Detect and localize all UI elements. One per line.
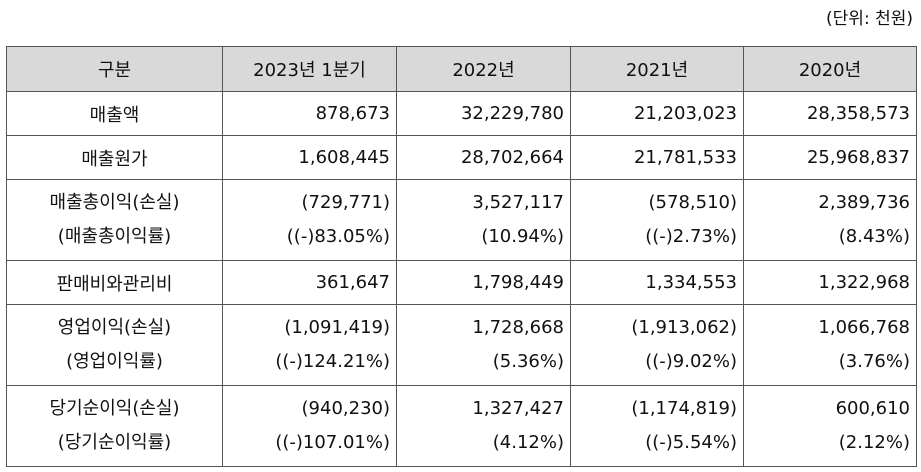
cell-value: 32,229,780: [396, 91, 571, 136]
row-cost-of-sales: 매출원가 1,608,445 28,702,664 21,781,533 25,…: [6, 135, 917, 180]
cell-value-pair: 600,610 (2.12%): [743, 385, 917, 467]
cell-value: 600,610: [835, 398, 910, 419]
cell-value-pair: 1,327,427 (4.12%): [396, 385, 571, 467]
header-2023q1: 2023년 1분기: [222, 46, 397, 92]
header-2020: 2020년: [743, 46, 917, 92]
header-2021: 2021년: [570, 46, 744, 92]
cell-ratio: ((-)83.05%): [286, 226, 390, 247]
row-label-cell: 매출총이익(손실) (매출총이익률): [6, 179, 223, 261]
row-label: 매출원가: [6, 135, 223, 180]
row-label: 매출총이익(손실): [49, 192, 180, 213]
cell-value: 21,781,533: [570, 135, 744, 180]
header-2022: 2022년: [396, 46, 571, 92]
row-operating-profit: 영업이익(손실) (영업이익률) (1,091,419) ((-)124.21%…: [6, 304, 917, 386]
cell-value: (1,091,419): [284, 317, 390, 338]
cell-ratio: ((-)107.01%): [275, 432, 390, 453]
cell-ratio: (8.43%): [838, 226, 910, 247]
row-label: 당기순이익(손실): [49, 398, 180, 419]
cell-value: 28,358,573: [743, 91, 917, 136]
cell-value: 1,728,668: [472, 317, 564, 338]
cell-ratio: (2.12%): [838, 432, 910, 453]
financial-summary-table: 구분 2023년 1분기 2022년 2021년 2020년 매출액 878,6…: [6, 46, 917, 467]
cell-value: 878,673: [222, 91, 397, 136]
cell-value-pair: 1,066,768 (3.76%): [743, 304, 917, 386]
cell-ratio: ((-)9.02%): [645, 351, 737, 372]
cell-value-pair: (1,091,419) ((-)124.21%): [222, 304, 397, 386]
row-sublabel: (매출총이익률): [57, 226, 172, 247]
header-category: 구분: [6, 46, 223, 92]
cell-value: 1,334,553: [570, 260, 744, 305]
cell-value: 2,389,736: [818, 192, 910, 213]
cell-ratio: ((-)124.21%): [275, 351, 390, 372]
cell-ratio: (4.12%): [492, 432, 564, 453]
cell-value: 1,798,449: [396, 260, 571, 305]
cell-ratio: ((-)5.54%): [645, 432, 737, 453]
cell-ratio: (10.94%): [481, 226, 564, 247]
row-label: 영업이익(손실): [57, 317, 172, 338]
cell-value: 28,702,664: [396, 135, 571, 180]
row-label: 매출액: [6, 91, 223, 136]
row-sga: 판매비와관리비 361,647 1,798,449 1,334,553 1,32…: [6, 260, 917, 305]
cell-ratio: (3.76%): [838, 351, 910, 372]
cell-value: 21,203,023: [570, 91, 744, 136]
cell-value: 25,968,837: [743, 135, 917, 180]
row-net-income: 당기순이익(손실) (당기순이익률) (940,230) ((-)107.01%…: [6, 385, 917, 467]
row-gross-profit: 매출총이익(손실) (매출총이익률) (729,771) ((-)83.05%)…: [6, 179, 917, 261]
cell-value-pair: (1,174,819) ((-)5.54%): [570, 385, 744, 467]
cell-ratio: ((-)2.73%): [645, 226, 737, 247]
cell-value: 361,647: [222, 260, 397, 305]
cell-value: 1,327,427: [472, 398, 564, 419]
cell-value: (729,771): [301, 192, 390, 213]
cell-value-pair: 2,389,736 (8.43%): [743, 179, 917, 261]
cell-value-pair: (729,771) ((-)83.05%): [222, 179, 397, 261]
cell-value: (578,510): [648, 192, 737, 213]
header-row: 구분 2023년 1분기 2022년 2021년 2020년: [6, 46, 917, 92]
cell-value: 1,322,968: [743, 260, 917, 305]
cell-value-pair: 1,728,668 (5.36%): [396, 304, 571, 386]
row-label-cell: 영업이익(손실) (영업이익률): [6, 304, 223, 386]
cell-value: 1,608,445: [222, 135, 397, 180]
cell-value: 3,527,117: [472, 192, 564, 213]
cell-value-pair: (1,913,062) ((-)9.02%): [570, 304, 744, 386]
row-revenue: 매출액 878,673 32,229,780 21,203,023 28,358…: [6, 91, 917, 136]
cell-value: (1,174,819): [631, 398, 737, 419]
cell-ratio: (5.36%): [492, 351, 564, 372]
cell-value: 1,066,768: [818, 317, 910, 338]
cell-value-pair: (578,510) ((-)2.73%): [570, 179, 744, 261]
cell-value-pair: 3,527,117 (10.94%): [396, 179, 571, 261]
cell-value-pair: (940,230) ((-)107.01%): [222, 385, 397, 467]
row-label: 판매비와관리비: [6, 260, 223, 305]
row-sublabel: (영업이익률): [66, 351, 163, 372]
row-sublabel: (당기순이익률): [57, 432, 172, 453]
row-label-cell: 당기순이익(손실) (당기순이익률): [6, 385, 223, 467]
unit-note: (단위: 천원): [826, 9, 913, 29]
cell-value: (940,230): [301, 398, 390, 419]
cell-value: (1,913,062): [631, 317, 737, 338]
